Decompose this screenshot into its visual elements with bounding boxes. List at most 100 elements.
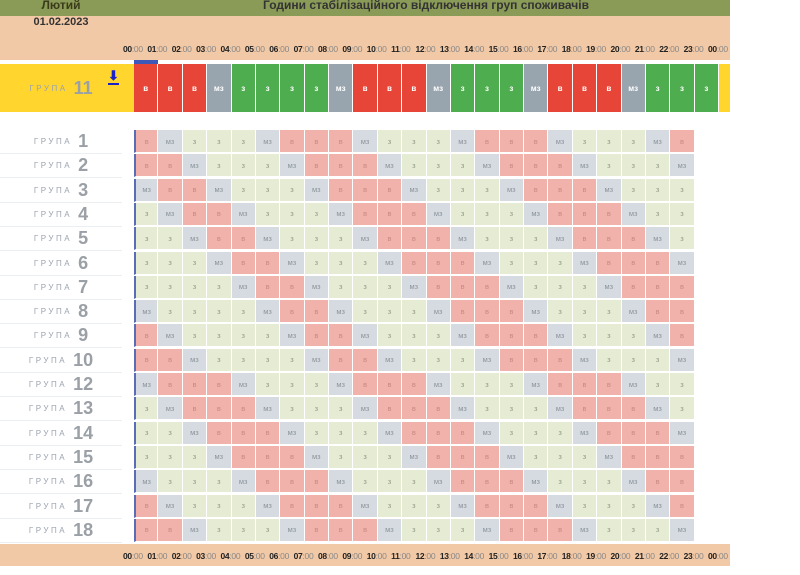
schedule-cell[interactable]: в [524, 518, 549, 542]
schedule-cell[interactable]: з [207, 154, 232, 178]
schedule-cell[interactable]: мз [670, 421, 695, 445]
schedule-cell[interactable]: з [255, 324, 281, 348]
schedule-cell[interactable]: з [524, 251, 549, 275]
schedule-cell[interactable]: в [402, 227, 427, 251]
schedule-cell[interactable]: з [450, 518, 476, 542]
schedule-cell[interactable]: в [524, 130, 549, 153]
schedule-cell[interactable]: з [207, 494, 232, 518]
schedule-cell[interactable]: в [670, 324, 695, 348]
schedule-cell[interactable]: в [255, 445, 281, 469]
schedule-cell[interactable]: в [475, 494, 500, 518]
schedule-cell[interactable]: мз [548, 324, 573, 348]
schedule-cell[interactable]: з [621, 518, 646, 542]
schedule-cell[interactable]: з [255, 518, 281, 542]
schedule-cell[interactable]: з [524, 421, 549, 445]
schedule-cell[interactable]: з [304, 373, 329, 396]
schedule-cell[interactable]: мз [572, 421, 598, 445]
schedule-cell[interactable]: з [182, 470, 208, 494]
schedule-cell[interactable]: в [402, 251, 427, 275]
schedule-cell[interactable]: мз [499, 275, 524, 299]
schedule-cell[interactable]: з [134, 227, 159, 251]
schedule-cell[interactable]: мз [377, 421, 403, 445]
schedule-cell[interactable]: в [499, 324, 524, 348]
schedule-cell[interactable]: з [304, 64, 329, 112]
schedule-cell[interactable]: в [450, 445, 476, 469]
schedule-cell[interactable]: мз [207, 178, 232, 202]
schedule-cell[interactable]: з [377, 470, 403, 494]
schedule-cell[interactable]: з [524, 397, 549, 421]
schedule-cell[interactable]: з [402, 130, 427, 153]
schedule-cell[interactable]: в [182, 397, 208, 421]
group-label[interactable]: ГРУПА 14 [0, 422, 122, 446]
schedule-cell[interactable]: в [134, 324, 159, 348]
schedule-cell[interactable]: з [134, 397, 159, 421]
schedule-cell[interactable]: з [450, 202, 476, 226]
schedule-cell[interactable]: з [280, 373, 305, 396]
schedule-cell[interactable]: в [597, 64, 622, 112]
schedule-cell[interactable]: з [329, 421, 354, 445]
schedule-cell[interactable]: в [353, 154, 378, 178]
schedule-cell[interactable]: з [377, 300, 403, 324]
schedule-cell[interactable]: мз [499, 445, 524, 469]
schedule-cell[interactable]: в [402, 64, 427, 112]
schedule-cell[interactable]: в [621, 251, 646, 275]
schedule-cell[interactable]: мз [524, 64, 549, 112]
schedule-cell[interactable]: з [304, 397, 329, 421]
schedule-cell[interactable]: в [450, 300, 476, 324]
schedule-cell[interactable]: мз [231, 275, 256, 299]
schedule-cell[interactable]: з [499, 202, 524, 226]
schedule-cell[interactable]: в [621, 227, 646, 251]
schedule-cell[interactable]: в [597, 227, 622, 251]
schedule-cell[interactable]: в [499, 518, 524, 542]
schedule-cell[interactable]: мз [182, 227, 208, 251]
schedule-cell[interactable]: в [402, 397, 427, 421]
schedule-cell[interactable]: з [280, 348, 305, 372]
schedule-cell[interactable]: з [182, 251, 208, 275]
schedule-cell[interactable]: з [670, 64, 695, 112]
schedule-cell[interactable]: з [499, 397, 524, 421]
schedule-cell[interactable]: мз [450, 130, 476, 153]
schedule-cell[interactable]: в [182, 202, 208, 226]
schedule-cell[interactable]: мз [426, 373, 451, 396]
schedule-cell[interactable]: мз [645, 494, 671, 518]
schedule-cell[interactable]: з [182, 275, 208, 299]
schedule-cell[interactable]: з [280, 64, 305, 112]
schedule-cell[interactable]: з [304, 251, 329, 275]
schedule-cell[interactable]: мз [134, 373, 159, 396]
schedule-cell[interactable]: мз [280, 154, 305, 178]
schedule-cell[interactable]: з [597, 470, 622, 494]
schedule-cell[interactable]: з [402, 300, 427, 324]
schedule-cell[interactable]: з [694, 64, 719, 112]
schedule-cell[interactable]: з [572, 324, 598, 348]
schedule-cell[interactable]: в [450, 421, 476, 445]
schedule-cell[interactable]: з [182, 324, 208, 348]
schedule-cell[interactable]: мз [524, 373, 549, 396]
schedule-cell[interactable]: мз [255, 397, 281, 421]
schedule-cell[interactable]: з [645, 202, 671, 226]
schedule-cell[interactable]: мз [426, 64, 451, 112]
schedule-cell[interactable]: мз [597, 275, 622, 299]
schedule-cell[interactable]: мз [670, 251, 695, 275]
schedule-cell[interactable]: з [231, 154, 256, 178]
schedule-cell[interactable]: з [475, 227, 500, 251]
schedule-cell[interactable]: в [548, 373, 573, 396]
schedule-cell[interactable]: в [134, 348, 159, 372]
schedule-cell[interactable]: в [377, 397, 403, 421]
schedule-cell[interactable]: в [134, 64, 159, 112]
schedule-cell[interactable]: мз [280, 324, 305, 348]
schedule-cell[interactable]: з [377, 445, 403, 469]
schedule-cell[interactable]: з [670, 178, 695, 202]
group-label[interactable]: ГРУПА 15 [0, 446, 122, 470]
schedule-cell[interactable]: з [134, 275, 159, 299]
schedule-cell[interactable]: в [134, 518, 159, 542]
schedule-cell[interactable]: з [597, 324, 622, 348]
schedule-cell[interactable]: в [182, 178, 208, 202]
schedule-cell[interactable]: в [548, 154, 573, 178]
schedule-cell[interactable]: мз [450, 397, 476, 421]
schedule-cell[interactable]: в [231, 421, 256, 445]
schedule-cell[interactable]: з [426, 178, 451, 202]
schedule-cell[interactable]: в [548, 348, 573, 372]
schedule-cell[interactable]: з [255, 202, 281, 226]
schedule-cell[interactable]: з [597, 348, 622, 372]
schedule-cell[interactable]: в [207, 397, 232, 421]
